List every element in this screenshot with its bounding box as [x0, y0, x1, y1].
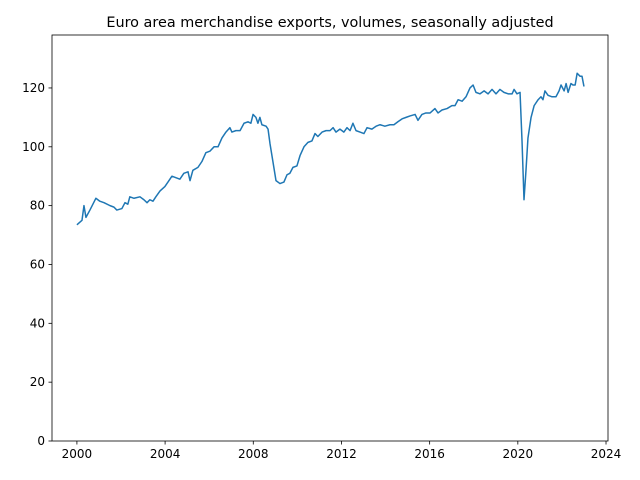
x-tick-label: 2004 — [150, 447, 181, 461]
chart-title: Euro area merchandise exports, volumes, … — [106, 15, 553, 31]
x-tick-label: 2012 — [326, 447, 357, 461]
plot-frame — [51, 34, 609, 442]
y-tick-label: 80 — [30, 199, 45, 213]
y-tick-label: 100 — [22, 140, 45, 154]
x-tick-label: 2024 — [591, 447, 622, 461]
x-tick-label: 2020 — [503, 447, 534, 461]
y-tick-label: 120 — [22, 81, 45, 95]
y-tick-label: 20 — [30, 375, 45, 389]
x-tick-label: 2016 — [414, 447, 445, 461]
data-line — [76, 72, 585, 226]
x-tick-label: 2000 — [62, 447, 93, 461]
y-tick-label: 60 — [30, 257, 45, 271]
x-tick-label: 2008 — [238, 447, 269, 461]
y-tick-label: 40 — [30, 316, 45, 330]
y-tick-label: 0 — [37, 434, 45, 448]
